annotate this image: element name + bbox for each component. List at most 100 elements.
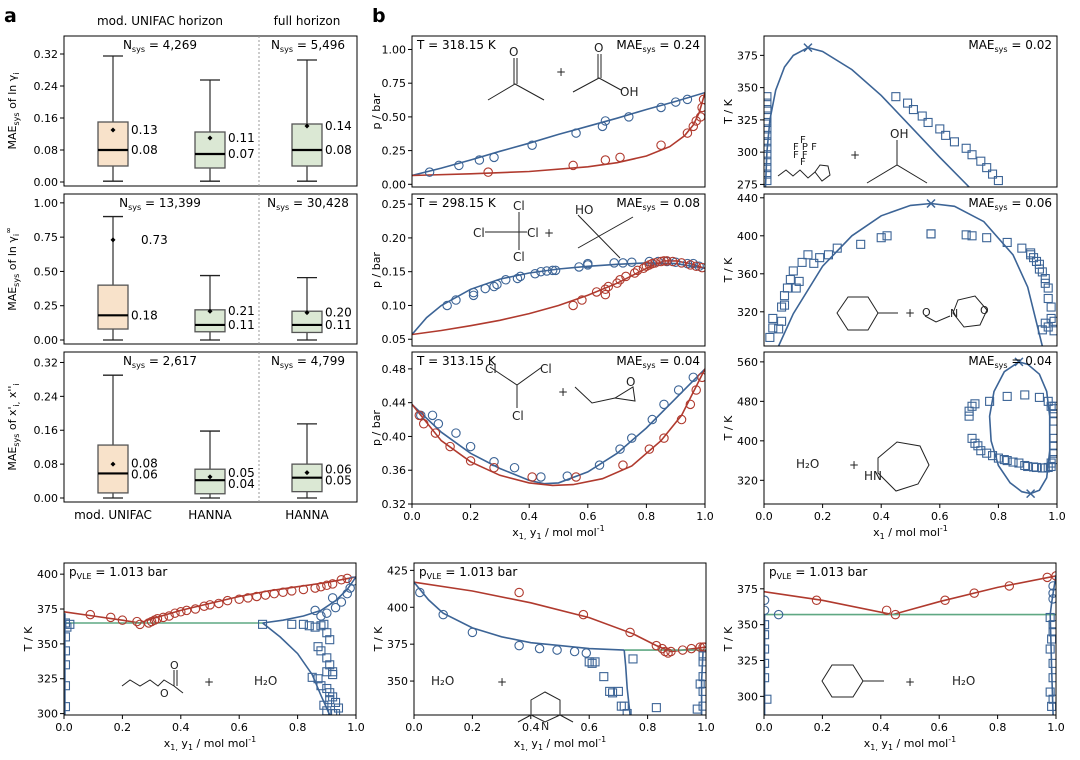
median-value-label: 0.06 — [131, 467, 158, 481]
data-point-circle — [489, 152, 499, 163]
data-point-circle — [105, 612, 116, 623]
data-point-circle — [181, 605, 192, 616]
data-point-circle — [603, 281, 614, 292]
mean-marker — [304, 123, 310, 129]
data-point-square — [328, 692, 338, 702]
data-point-square — [764, 150, 772, 160]
data-point-circle — [158, 612, 169, 623]
condition-label: pVLE = 1.013 bar — [419, 565, 517, 581]
data-point-circle — [662, 256, 672, 266]
plus-sign: + — [558, 385, 568, 399]
series-line-dew-curve-model- — [412, 368, 705, 487]
plot-background — [764, 352, 1057, 504]
x-tick-label: 0.8 — [989, 721, 1007, 734]
mae-label: MAEsys = 0.04 — [968, 354, 1052, 370]
mean-value-label: 0.21 — [228, 304, 255, 318]
data-point-circle — [509, 462, 520, 473]
x-tick-label: 0.2 — [114, 721, 132, 734]
critical-point-marker — [926, 198, 936, 209]
atom-label: Cl — [527, 226, 539, 240]
mean-marker — [110, 237, 116, 243]
y-tick-label: 0.25 — [382, 145, 407, 158]
y-tick-label: 325 — [737, 655, 758, 668]
label-part: of ln γ — [6, 74, 19, 112]
label-part: of ln γ — [6, 236, 19, 274]
y-tick-label: 325 — [37, 673, 58, 686]
label-part: T = 318.15 K — [416, 38, 497, 52]
label-part: = 1.013 bar — [792, 565, 868, 579]
data-point-circle — [615, 275, 625, 285]
data-point-circle — [278, 587, 288, 598]
data-point-circle — [969, 588, 979, 598]
data-point-square — [1046, 302, 1056, 312]
atom-label: HO — [575, 203, 593, 217]
label-part: MAE — [6, 447, 19, 471]
plus-sign: + — [850, 148, 860, 162]
atom-label: H₂O — [431, 674, 454, 688]
data-point-circle — [626, 433, 637, 443]
data-point-circle — [480, 283, 490, 294]
axes-frame — [63, 351, 358, 503]
y-tick-label: 0.25 — [34, 300, 59, 313]
data-point-square — [333, 703, 344, 713]
data-point-circle — [644, 444, 655, 454]
data-point-circle — [489, 457, 499, 467]
data-point-square — [768, 323, 778, 333]
data-point-square — [1046, 401, 1056, 411]
data-point-square — [788, 266, 798, 276]
data-point-circle — [243, 593, 253, 603]
n-sys-label: Nsys = 4,799 — [271, 354, 345, 370]
lutidine-structure-icon — [517, 691, 574, 723]
data-point-square — [65, 619, 75, 629]
data-point-square — [777, 302, 787, 312]
y-axis-label: T / K — [722, 626, 735, 652]
y-tick-label: 0.00 — [34, 492, 59, 505]
atom-label: O — [594, 41, 603, 55]
data-point-circle — [583, 258, 593, 269]
data-point-square — [779, 300, 790, 310]
x-axis-label: x1, y1 / mol mol-1 — [864, 735, 956, 752]
data-point-circle — [764, 605, 770, 616]
y-tick-label: 0.50 — [382, 111, 407, 124]
x-tick-label: 0.2 — [464, 721, 482, 734]
x-tick-label: 0.4 — [520, 510, 538, 523]
data-point-square — [287, 619, 297, 629]
plot-background — [412, 194, 705, 346]
data-point-circle — [600, 289, 611, 300]
data-point-circle — [547, 265, 558, 276]
label-part: N — [271, 354, 280, 368]
x-tick-label: 0.2 — [814, 721, 832, 734]
data-point-square — [987, 169, 998, 179]
data-point-circle — [682, 94, 693, 105]
data-point-circle — [625, 627, 635, 638]
data-point-square — [1043, 283, 1053, 293]
data-point-circle — [676, 258, 687, 268]
x-tick-label: 0.2 — [462, 510, 480, 523]
subscript: 1 — [188, 743, 193, 752]
y-tick-label: 0.08 — [34, 458, 59, 471]
condition-label: T = 318.15 K — [416, 38, 497, 52]
data-point-circle — [327, 579, 338, 589]
data-point-circle — [600, 155, 611, 165]
data-point-square — [764, 117, 772, 128]
data-point-square — [1008, 457, 1018, 467]
x-tick-label: 1.0 — [697, 721, 715, 734]
data-point-square — [698, 651, 706, 661]
acetic-acid-structure-icon — [572, 54, 622, 93]
atom-label: F — [800, 135, 806, 146]
data-point-circle — [190, 604, 201, 614]
label-part: p — [419, 565, 427, 579]
label-part: x'' — [6, 386, 19, 402]
data-point-square — [590, 657, 600, 667]
data-point-square — [1034, 264, 1044, 274]
data-point-square — [64, 622, 72, 632]
data-point-square — [698, 672, 706, 682]
plot-background — [764, 36, 1057, 187]
data-point-circle — [214, 598, 224, 609]
data-point-square — [967, 231, 977, 241]
critical-point-marker — [1014, 357, 1024, 367]
data-point-circle — [170, 608, 180, 618]
label-part: MAE — [968, 354, 994, 368]
data-point-circle — [298, 584, 309, 595]
